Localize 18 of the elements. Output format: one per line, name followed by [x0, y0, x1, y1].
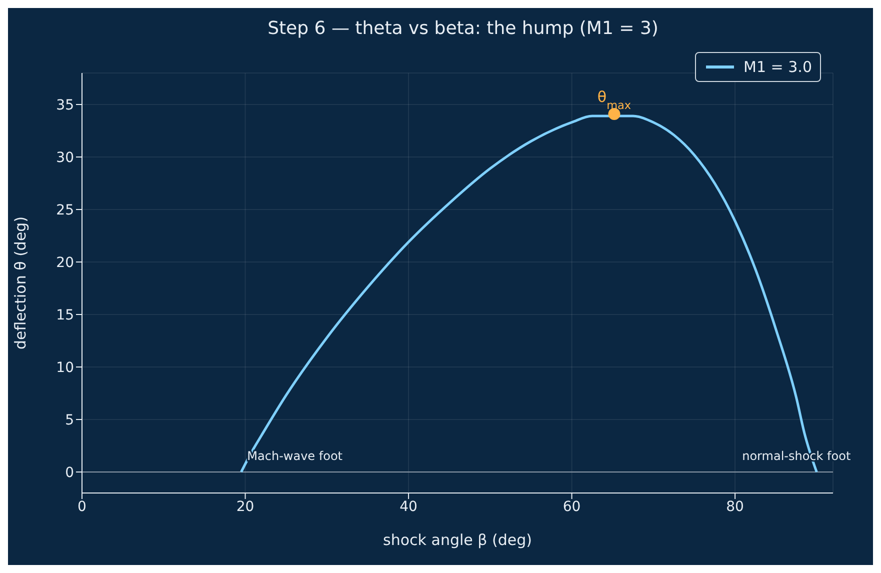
- legend-label: M1 = 3.0: [744, 58, 812, 76]
- annotation: θ$_{max}$: [597, 88, 632, 112]
- y-tick-label: 15: [56, 307, 74, 324]
- chart-title: Step 6 — theta vs beta: the hump (M1 = 3): [266, 18, 660, 39]
- x-tick-label: 80: [726, 498, 744, 515]
- x-axis-title: shock angle β (deg): [383, 531, 532, 549]
- x-tick-label: 0: [78, 498, 86, 515]
- y-tick-label: 20: [56, 254, 74, 271]
- y-tick-label: 10: [56, 360, 74, 376]
- y-tick-label: 5: [65, 412, 74, 428]
- x-tick-label: 60: [562, 498, 581, 515]
- y-tick-label: 30: [56, 150, 74, 166]
- x-tick-label: 20: [236, 498, 254, 515]
- y-tick-label: 25: [56, 202, 74, 218]
- y-tick-label: 0: [65, 464, 74, 481]
- y-axis-title: deflection θ (deg): [11, 216, 30, 350]
- y-tick-label: 35: [56, 97, 74, 114]
- x-tick-label: 40: [400, 498, 418, 515]
